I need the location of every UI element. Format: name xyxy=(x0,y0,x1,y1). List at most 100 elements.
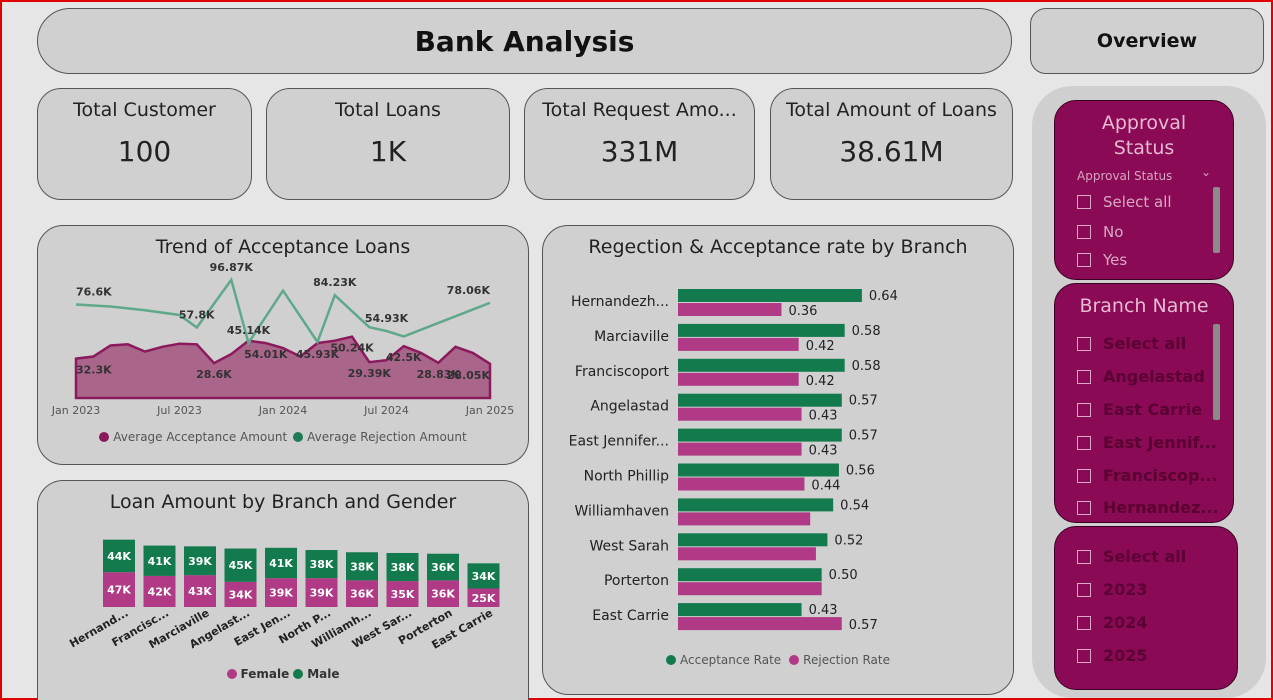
trend-chart-title: Trend of Acceptance Loans xyxy=(155,236,411,258)
branch-option-angelastad[interactable]: Angelastad xyxy=(1077,367,1205,386)
checkbox-icon[interactable] xyxy=(1077,253,1091,267)
branch-scrollbar[interactable] xyxy=(1213,324,1220,420)
acceptance-rate-label: 0.43 xyxy=(809,603,838,618)
trend-legend: Average Acceptance Amount Average Reject… xyxy=(38,430,528,444)
acceptance-rate-label: 0.50 xyxy=(829,568,858,583)
male-data-label: 41K xyxy=(269,557,293,570)
checkbox-icon[interactable] xyxy=(1077,615,1091,630)
rate-category-label: West Sarah xyxy=(589,538,669,554)
male-data-label: 45K xyxy=(229,559,253,572)
chevron-down-icon[interactable]: ⌄ xyxy=(1201,165,1212,179)
gender-chart-title: Loan Amount by Branch and Gender xyxy=(109,491,457,513)
legend-acceptance-label: Average Acceptance Amount xyxy=(113,430,288,444)
trend-data-label: 76.6K xyxy=(76,286,112,299)
approval-option-no[interactable]: No xyxy=(1077,223,1123,241)
branch-option-franciscoport[interactable]: Franciscop... xyxy=(1077,466,1218,485)
acceptance-rate-label: 0.52 xyxy=(834,533,863,548)
rejection-rate-label: 0.43 xyxy=(809,409,838,424)
legend-rejection-label: Average Rejection Amount xyxy=(307,430,467,444)
branch-option-label: Select all xyxy=(1103,334,1187,353)
checkbox-icon[interactable] xyxy=(1077,582,1091,597)
year-option-label: 2025 xyxy=(1103,646,1148,665)
overview-button[interactable]: Overview xyxy=(1030,8,1264,74)
branch-option-label: Angelastad xyxy=(1103,367,1205,386)
female-data-label: 25K xyxy=(472,592,496,605)
male-data-label: 38K xyxy=(310,558,334,571)
trend-data-label: 45.93K xyxy=(296,348,340,361)
trend-chart-panel: Trend of Acceptance Loans 76.6K 57.8K 96.8… xyxy=(37,225,529,465)
trend-data-label: 28.6K xyxy=(196,368,232,381)
kpi-label: Total Loans xyxy=(335,99,441,121)
acceptance-rate-bar xyxy=(678,533,828,547)
rate-category-label: East Carrie xyxy=(592,608,669,624)
kpi-label: Total Amount of Loans xyxy=(786,99,997,121)
approval-option-yes[interactable]: Yes xyxy=(1077,251,1127,269)
checkbox-icon[interactable] xyxy=(1077,468,1091,483)
trend-x-tick: Jan 2024 xyxy=(258,404,307,417)
branch-option-select-all[interactable]: Select all xyxy=(1077,334,1186,353)
acceptance-rate-bar xyxy=(678,428,842,442)
checkbox-icon[interactable] xyxy=(1077,549,1091,564)
year-option-2025[interactable]: 2025 xyxy=(1077,646,1148,665)
year-option-2024[interactable]: 2024 xyxy=(1077,613,1148,632)
checkbox-icon[interactable] xyxy=(1077,402,1091,417)
gender-chart: 47K44KHernand...42K41KFrancisc...43K39KM… xyxy=(67,539,500,652)
rejection-rate-label: 0.42 xyxy=(806,339,835,354)
branch-option-label: Hernandez... xyxy=(1103,498,1219,517)
rejection-rate-bar xyxy=(678,442,802,456)
male-bar xyxy=(184,546,216,576)
checkbox-icon[interactable] xyxy=(1077,369,1091,384)
rate-category-label: North Phillip xyxy=(584,469,669,485)
rate-chart-panel: Regection & Acceptance rate by Branch He… xyxy=(542,225,1014,695)
acceptance-rate-bar xyxy=(678,498,834,512)
male-data-label: 38K xyxy=(391,561,415,574)
trend-data-label: 45.14K xyxy=(227,324,271,337)
male-bar xyxy=(224,548,257,582)
approval-scrollbar[interactable] xyxy=(1213,187,1220,253)
branch-option-east-jennifer[interactable]: East Jennif... xyxy=(1077,433,1217,452)
checkbox-icon[interactable] xyxy=(1077,435,1091,450)
rejection-rate-bar xyxy=(678,512,811,526)
checkbox-icon[interactable] xyxy=(1077,225,1091,239)
male-data-label: 36K xyxy=(431,561,455,574)
male-bar xyxy=(346,552,378,581)
checkbox-icon[interactable] xyxy=(1077,500,1091,515)
trend-data-label: 29.39K xyxy=(348,367,392,380)
female-data-label: 47K xyxy=(107,584,131,597)
branch-slicer-title: Branch Name xyxy=(1079,295,1209,317)
year-option-2023[interactable]: 2023 xyxy=(1077,580,1148,599)
female-bar xyxy=(346,580,378,607)
rejection-rate-bar xyxy=(678,372,799,386)
approval-slicer-title-line1: Approval xyxy=(1101,112,1187,134)
acceptance-rate-bar xyxy=(678,568,822,582)
checkbox-icon[interactable] xyxy=(1077,648,1091,663)
branch-option-hernandez[interactable]: Hernandez... xyxy=(1077,498,1219,517)
acceptance-rate-label: 0.57 xyxy=(849,429,878,444)
trend-data-label: 78.06K xyxy=(447,284,491,297)
legend-female-label: Female xyxy=(240,667,290,681)
acceptance-rate-label: 0.56 xyxy=(846,464,875,479)
checkbox-icon[interactable] xyxy=(1077,195,1091,209)
rejection-rate-bar xyxy=(678,407,802,421)
rate-category-label: Marciaville xyxy=(594,329,669,345)
rejection-rate-bar xyxy=(678,547,816,561)
branch-option-east-carrie[interactable]: East Carrie xyxy=(1077,400,1202,419)
male-bar xyxy=(143,545,176,576)
checkbox-icon[interactable] xyxy=(1077,336,1091,351)
acceptance-rate-label: 0.57 xyxy=(849,394,878,409)
male-data-label: 39K xyxy=(188,555,212,568)
trend-data-label: 54.01K xyxy=(244,348,288,361)
rejection-rate-bar xyxy=(678,337,799,351)
rate-category-label: Porterton xyxy=(604,573,669,589)
male-bar xyxy=(305,550,338,579)
female-bar xyxy=(143,575,176,607)
female-data-label: 36K xyxy=(350,588,374,601)
rejection-rate-bar xyxy=(678,303,782,316)
approval-option-select-all[interactable]: Select all xyxy=(1077,193,1172,211)
kpi-label: Total Customer xyxy=(73,99,216,121)
year-option-select-all[interactable]: Select all xyxy=(1077,547,1186,566)
branch-name-slicer: Branch Name Select all Angelastad East C… xyxy=(1054,283,1234,523)
gender-chart-panel: Loan Amount by Branch and Gender 47K 44K H… xyxy=(37,480,529,700)
kpi-total-loans: Total Loans 1K xyxy=(266,88,510,200)
acceptance-rate-bar xyxy=(678,358,845,372)
